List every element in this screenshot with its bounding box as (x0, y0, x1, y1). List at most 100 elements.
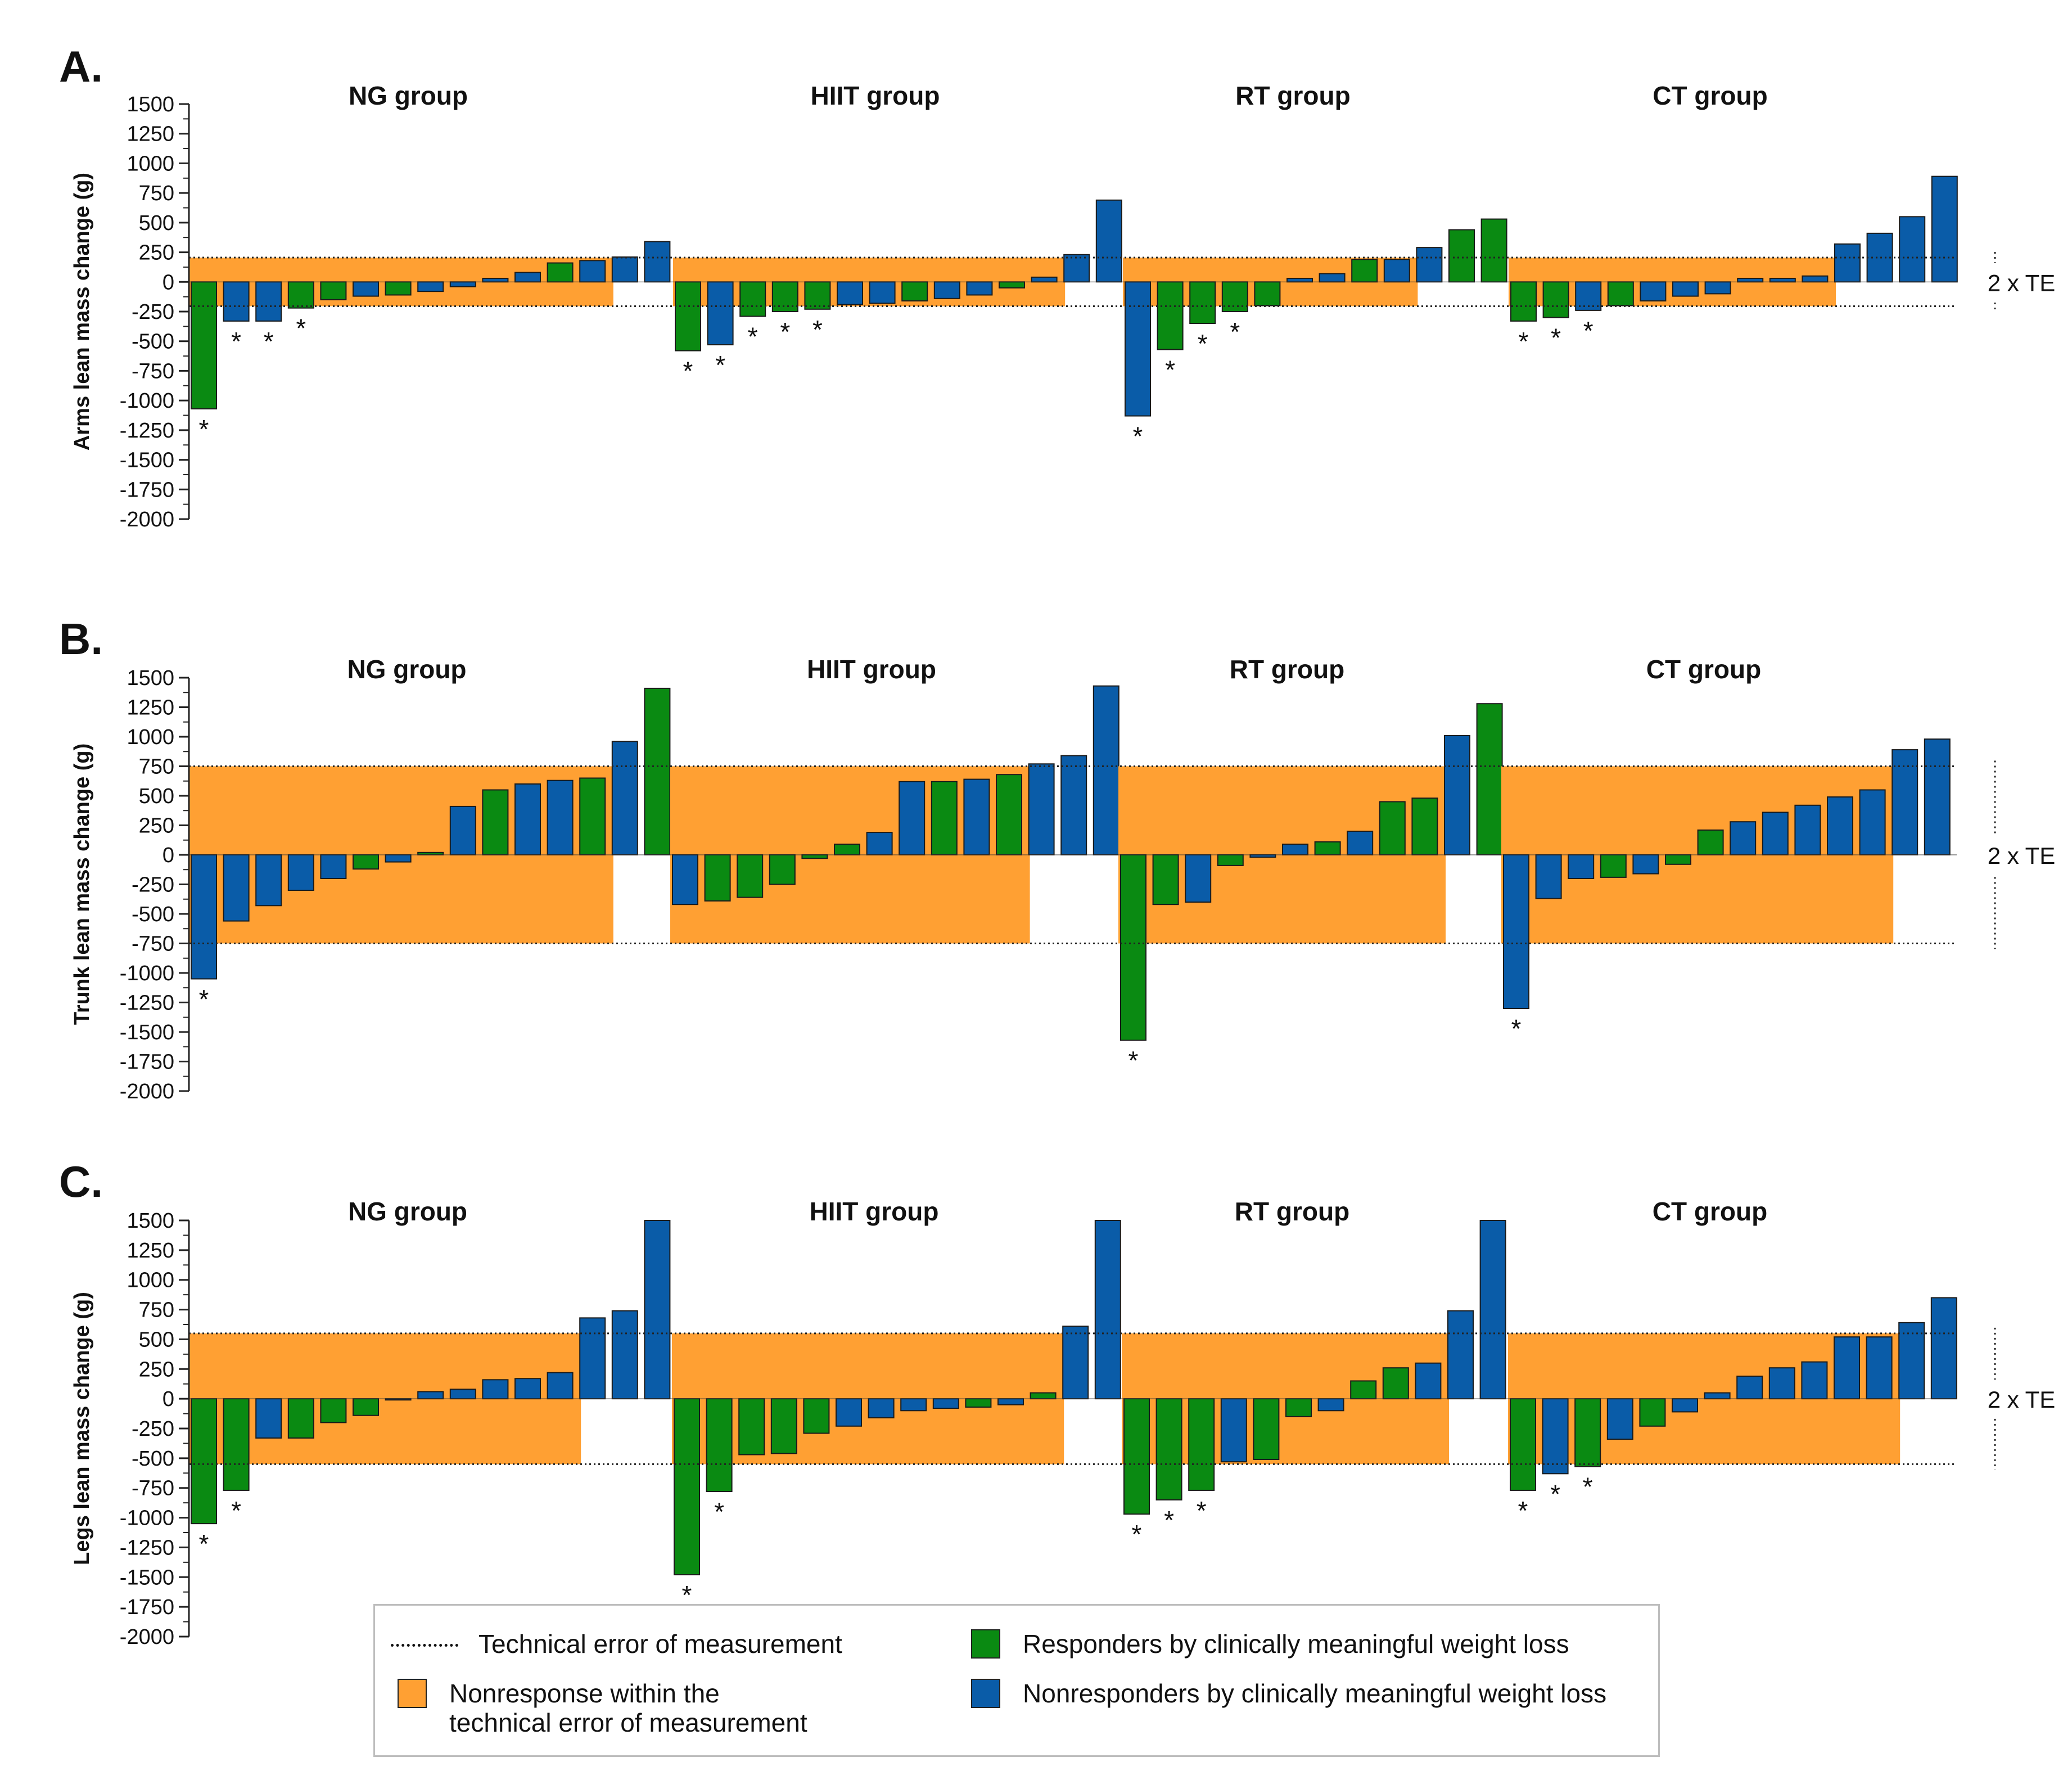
bar (1095, 199, 1122, 283)
significance-mark: * (1583, 1472, 1593, 1502)
bar (1704, 1392, 1731, 1400)
legend-item-te-line: Technical error of measurement (385, 1629, 842, 1659)
y-tick-label: -1750 (120, 478, 174, 502)
y-tick-label: -1500 (120, 1021, 174, 1044)
bar (611, 741, 638, 856)
bar (579, 1317, 606, 1400)
bar (287, 1398, 314, 1439)
bar (1510, 1398, 1536, 1491)
y-tick-label: -500 (132, 903, 174, 926)
y-tick-label: 0 (162, 271, 174, 294)
orange-swatch-icon (398, 1679, 427, 1708)
bar (1607, 281, 1634, 307)
dotted-line-icon (391, 1644, 458, 1647)
bar (1568, 854, 1595, 879)
y-tick-label: 1000 (127, 725, 174, 749)
green-swatch-icon (971, 1629, 1000, 1659)
bar (675, 281, 701, 352)
significance-mark: * (1519, 327, 1529, 356)
bar (1736, 1375, 1763, 1400)
bar (1125, 281, 1151, 417)
te-label: 2 x TE (1988, 1386, 2056, 1413)
bar (514, 272, 541, 283)
bar (1217, 854, 1244, 866)
significance-mark: * (683, 357, 693, 386)
y-tick-label: -250 (132, 873, 174, 897)
bar (1640, 281, 1667, 302)
bar (191, 854, 217, 980)
bar (801, 854, 828, 859)
y-tick-label: -1250 (120, 992, 174, 1015)
bar (1737, 277, 1764, 283)
bar (837, 281, 863, 305)
significance-mark: * (715, 350, 725, 380)
y-tick-label: 500 (139, 211, 174, 235)
bar (1794, 804, 1821, 856)
bar (547, 262, 574, 283)
bar (999, 281, 1025, 289)
group-title: RT group (1235, 1197, 1349, 1226)
legend-label-band: Nonresponse within the technical error o… (449, 1679, 807, 1737)
bar (770, 1398, 797, 1454)
y-tick-label: -750 (132, 359, 174, 383)
significance-mark: * (231, 1496, 241, 1525)
y-axis-label: Trunk lean mass change (g) (70, 743, 94, 1025)
bar (672, 854, 698, 905)
bar (191, 281, 217, 409)
bar (1606, 1398, 1633, 1440)
bar (933, 281, 960, 299)
bar (996, 774, 1022, 855)
group-title: CT group (1653, 1197, 1767, 1226)
bar (514, 1378, 541, 1400)
significance-mark: * (264, 327, 274, 356)
bar (1155, 1398, 1182, 1500)
significance-mark: * (1128, 1046, 1139, 1075)
bar (1152, 854, 1179, 905)
group-title: HIIT group (811, 81, 940, 110)
group-title: HIIT group (807, 655, 936, 684)
bar (1093, 685, 1119, 855)
bar (1282, 844, 1308, 855)
significance-mark: * (1550, 1479, 1560, 1508)
bar (965, 1398, 992, 1408)
bar (1063, 254, 1090, 283)
panel-label: C. (59, 1157, 103, 1206)
bar (1350, 1380, 1377, 1400)
bar (1503, 854, 1529, 1009)
y-tick-label: -1000 (120, 962, 174, 985)
y-tick-label: -750 (132, 1477, 174, 1500)
bar (1157, 281, 1184, 350)
y-tick-label: -500 (132, 1447, 174, 1471)
y-tick-label: 0 (162, 1387, 174, 1411)
bar (417, 851, 444, 856)
bar (739, 281, 766, 317)
bar (353, 854, 379, 870)
significance-mark: * (1132, 1520, 1142, 1549)
significance-mark: * (780, 317, 790, 346)
bar (1416, 247, 1443, 283)
bar (1834, 1336, 1860, 1400)
bar (1801, 1361, 1828, 1400)
group-title: CT group (1653, 81, 1767, 110)
te-label-bg (1989, 1380, 2051, 1418)
bar (385, 281, 412, 296)
bar (1892, 749, 1918, 855)
significance-mark: * (714, 1497, 724, 1526)
bar (1827, 796, 1853, 855)
bar (255, 1398, 282, 1439)
bar (482, 277, 509, 283)
bar (1314, 841, 1341, 856)
bar (547, 1372, 574, 1400)
y-tick-label: 1500 (127, 666, 174, 690)
bar (1060, 755, 1087, 855)
bar (611, 256, 638, 283)
bar (1123, 1398, 1150, 1515)
bar (255, 281, 282, 322)
bar (1510, 281, 1537, 322)
legend-label-te-line: Technical error of measurement (478, 1629, 842, 1659)
bar (1542, 1398, 1569, 1475)
significance-mark: * (1198, 329, 1208, 358)
bar (1444, 734, 1470, 856)
bar (738, 1398, 765, 1455)
significance-mark: * (199, 985, 209, 1014)
